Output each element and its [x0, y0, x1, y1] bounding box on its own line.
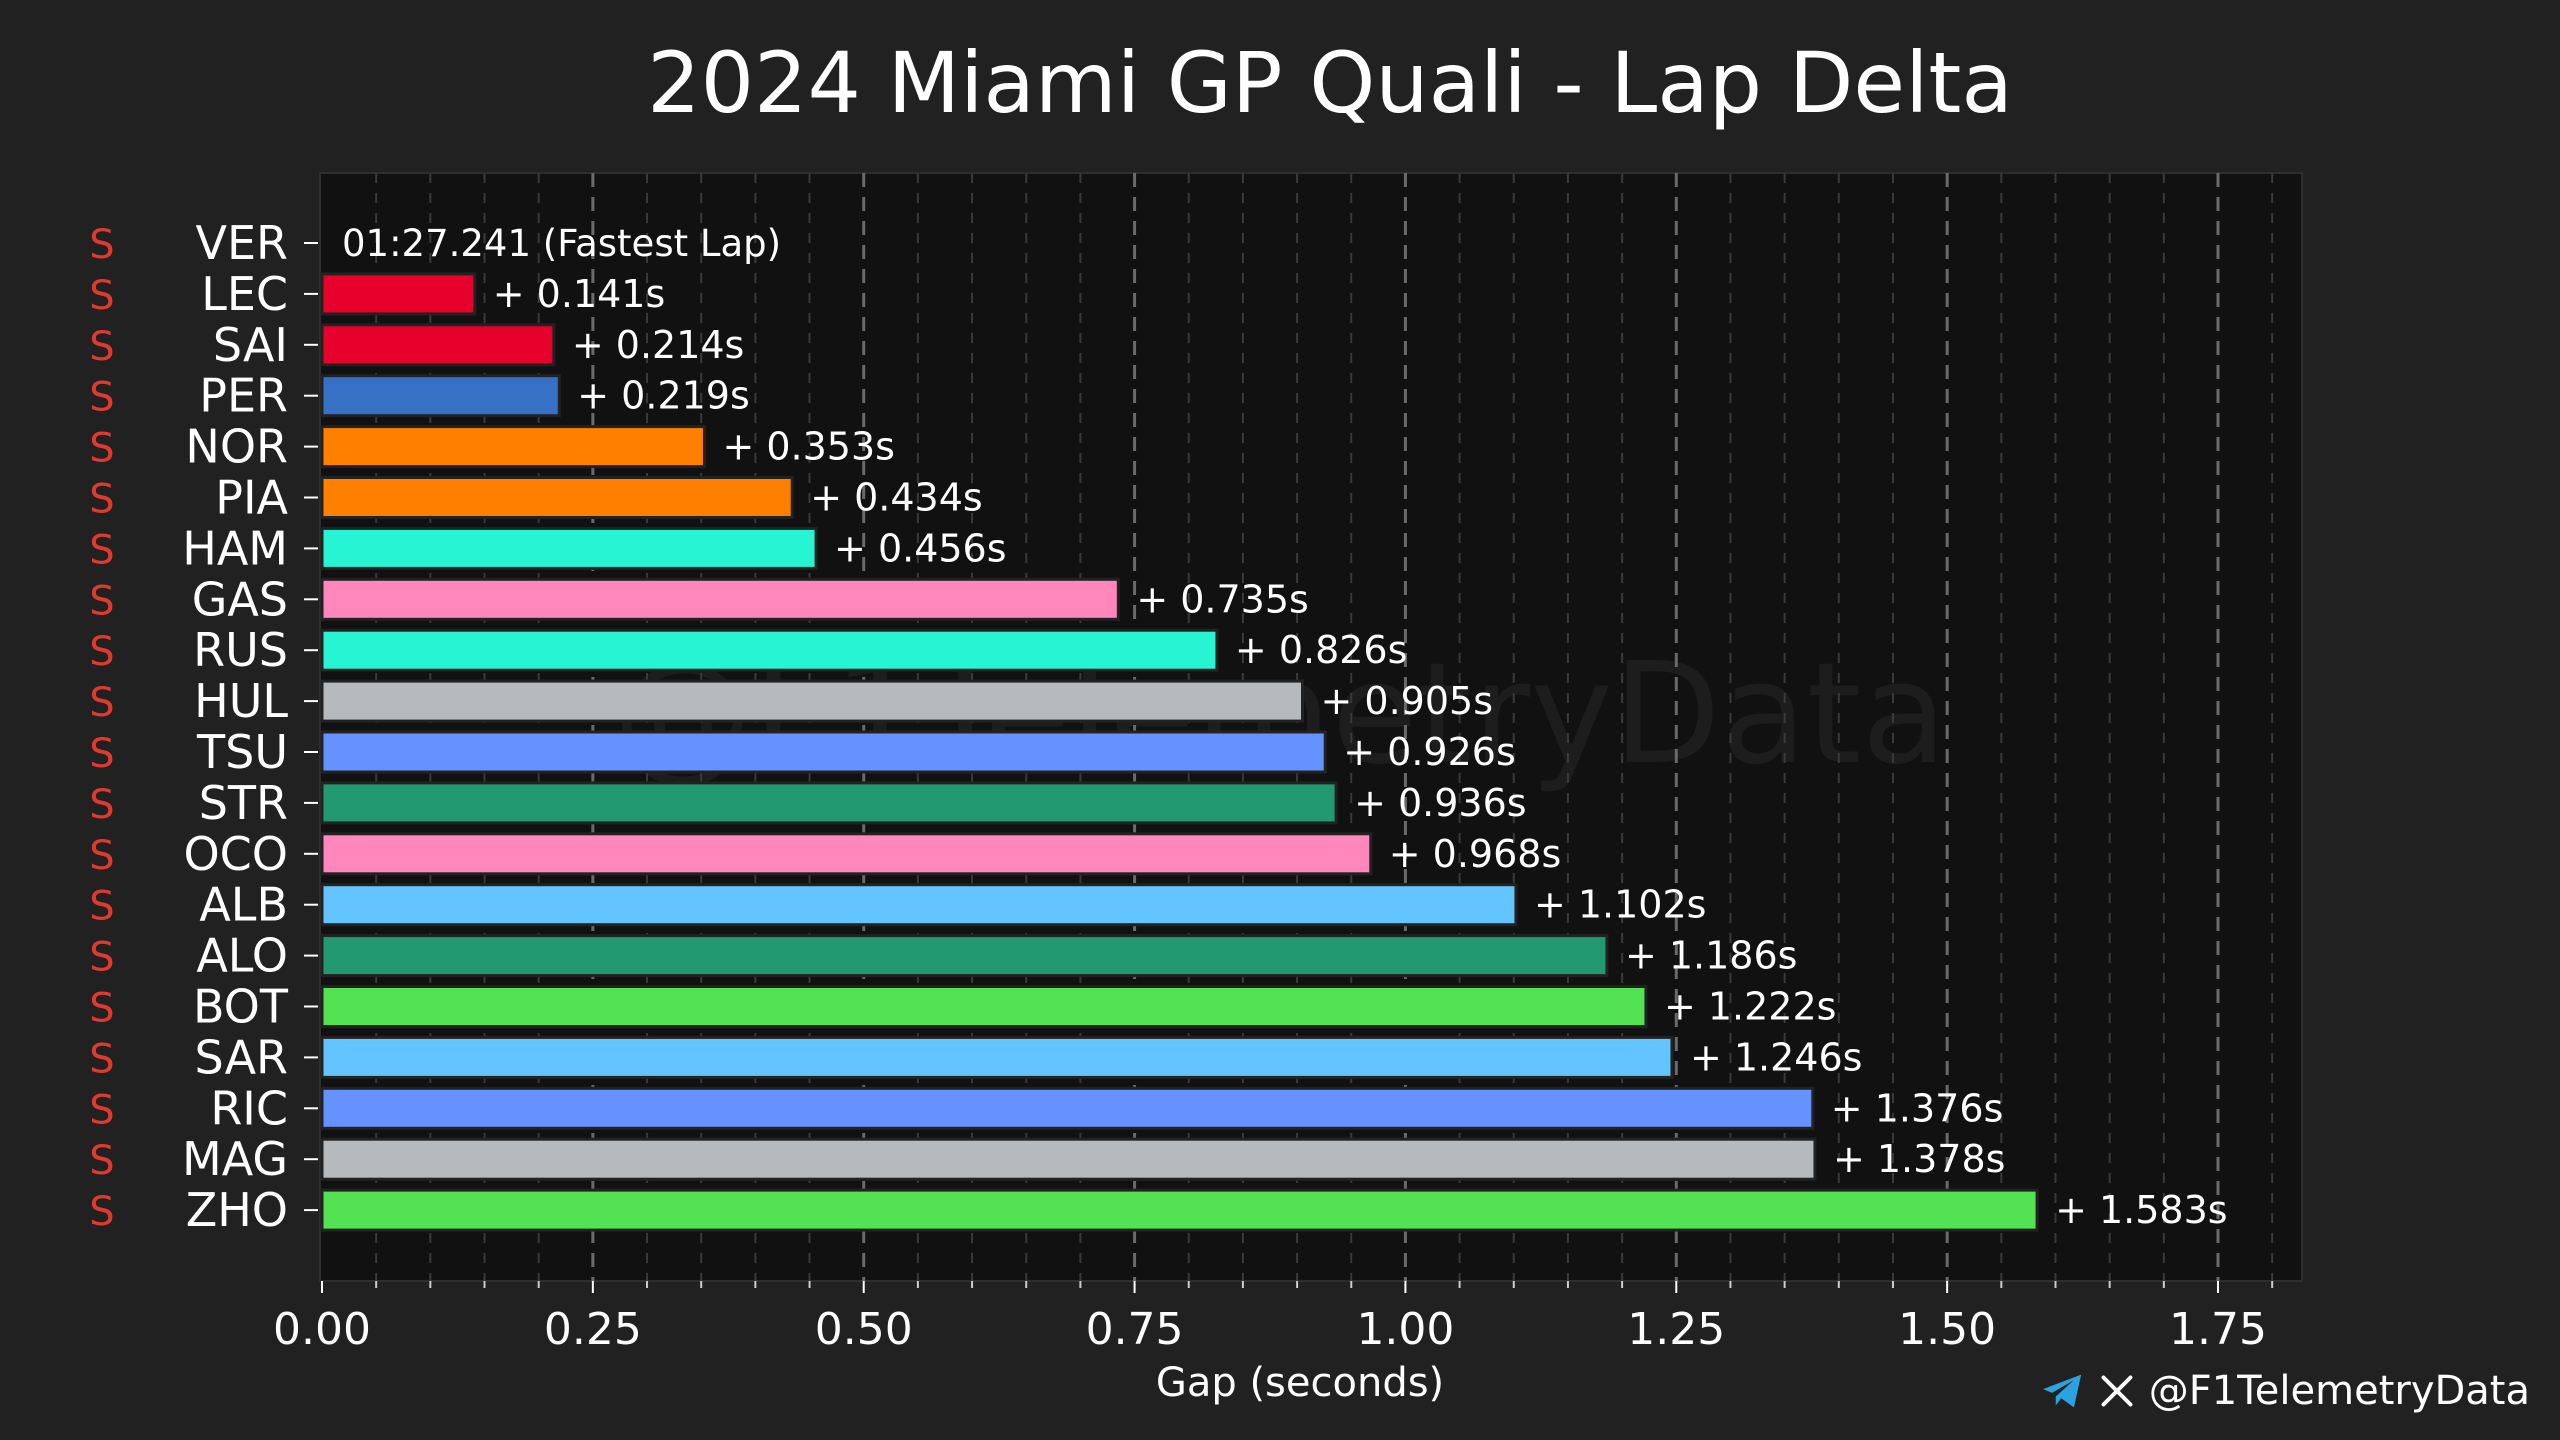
driver-label-hul: HUL: [194, 674, 288, 728]
bar-bot: [320, 985, 1648, 1028]
data-label-per: + 0.219s: [577, 374, 750, 418]
driver-label-zho: ZHO: [186, 1183, 288, 1237]
x-icon[interactable]: [2099, 1373, 2135, 1409]
data-label-hul: + 0.905s: [1321, 679, 1494, 723]
driver-label-mag: MAG: [182, 1132, 288, 1186]
tyre-compound-label: S: [89, 629, 114, 675]
footer-credit: @F1TelemetryData: [2041, 1368, 2530, 1414]
driver-label-sar: SAR: [195, 1030, 288, 1084]
bar-hul: [320, 679, 1305, 723]
telegram-icon[interactable]: [2041, 1371, 2085, 1411]
tyre-compound-label: S: [89, 935, 114, 981]
driver-label-oco: OCO: [183, 827, 288, 881]
bar-pia: [320, 476, 794, 519]
tyre-compound-label: S: [89, 1036, 114, 1082]
data-label-rus: + 0.826s: [1235, 628, 1408, 672]
bar-gas: [320, 577, 1120, 621]
driver-label-rus: RUS: [193, 623, 288, 677]
tyre-compound-label: S: [89, 222, 114, 268]
fastest-lap-label: 01:27.241 (Fastest Lap): [342, 222, 781, 265]
tyre-compound-label: S: [89, 375, 114, 421]
data-label-tsu: + 0.926s: [1343, 730, 1516, 774]
tyre-compound-label: S: [89, 731, 114, 777]
data-label-ham: + 0.456s: [834, 526, 1007, 570]
bar-oco: [320, 832, 1373, 876]
tyre-compound-label: S: [89, 426, 114, 472]
x-tick-label: 1.75: [2169, 1304, 2267, 1355]
x-tick-label: 0.75: [1086, 1304, 1184, 1355]
data-label-nor: + 0.353s: [722, 425, 895, 469]
driver-label-gas: GAS: [192, 572, 288, 626]
chart-title: 2024 Miami GP Quali - Lap Delta: [647, 34, 2013, 132]
tyre-compound-label: S: [89, 680, 114, 726]
data-label-sar: + 1.246s: [1690, 1035, 1863, 1079]
data-label-pia: + 0.434s: [810, 476, 983, 520]
driver-label-bot: BOT: [193, 980, 289, 1034]
driver-label-sai: SAI: [213, 318, 288, 372]
tyre-compound-label: S: [89, 324, 114, 370]
data-label-lec: + 0.141s: [493, 272, 666, 316]
driver-label-alo: ALO: [196, 929, 288, 983]
driver-label-lec: LEC: [201, 267, 288, 321]
data-label-ric: + 1.376s: [1831, 1086, 2004, 1130]
bar-ric: [320, 1086, 1815, 1130]
driver-label-ric: RIC: [210, 1081, 288, 1135]
data-label-alb: + 1.102s: [1534, 883, 1707, 927]
data-label-str: + 0.936s: [1354, 781, 1527, 825]
x-axis-ticks: 0.00 0.25 0.50 0.75 1.00 1.25 1.50 1.75: [273, 1281, 2274, 1355]
bar-nor: [320, 425, 706, 469]
tyre-compound-label: S: [89, 782, 114, 828]
data-label-oco: + 0.968s: [1389, 832, 1562, 876]
driver-label-ver: VER: [196, 216, 289, 270]
bar-per: [320, 374, 561, 418]
driver-label-tsu: TSU: [196, 725, 288, 779]
bar-mag: [320, 1137, 1817, 1181]
x-tick-label: 0.25: [544, 1304, 642, 1355]
tyre-compound-label: S: [89, 578, 114, 624]
x-tick-label: 1.50: [1898, 1304, 1996, 1355]
driver-label-ham: HAM: [182, 521, 288, 575]
driver-label-nor: NOR: [185, 420, 288, 474]
x-axis-label: Gap (seconds): [1156, 1360, 1444, 1406]
bar-zho: [320, 1188, 2039, 1232]
footer-handle: @F1TelemetryData: [2148, 1368, 2530, 1414]
tyre-compound-label: S: [89, 884, 114, 930]
tyre-compound-label: S: [89, 833, 114, 879]
bar-rus: [320, 628, 1219, 672]
bar-sar: [320, 1035, 1674, 1079]
x-tick-label: 1.25: [1627, 1304, 1725, 1355]
driver-label-per: PER: [199, 369, 288, 423]
bar-tsu: [320, 730, 1327, 774]
driver-label-alb: ALB: [199, 878, 288, 932]
bar-ham: [320, 526, 818, 570]
data-label-zho: + 1.583s: [2055, 1188, 2228, 1232]
tyre-compound-label: S: [89, 273, 114, 319]
driver-label-pia: PIA: [215, 471, 288, 525]
data-label-bot: + 1.222s: [1664, 985, 1837, 1029]
tyre-compound-label: S: [89, 1087, 114, 1133]
tyre-compound-label: S: [89, 986, 114, 1032]
bar-str: [320, 781, 1338, 825]
bars: 01:27.241 (Fastest Lap) + 0.141s + 0.214s +…: [320, 222, 2228, 1232]
data-label-gas: + 0.735s: [1136, 577, 1309, 621]
bar-alo: [320, 934, 1609, 978]
tyre-compound-label: S: [89, 527, 114, 573]
driver-label-str: STR: [199, 776, 288, 830]
bar-sai: [320, 323, 556, 367]
x-tick-label: 0.00: [273, 1304, 371, 1355]
data-label-mag: + 1.378s: [1833, 1137, 2006, 1181]
bar-alb: [320, 883, 1518, 927]
tyre-compound-label: S: [89, 477, 114, 523]
data-label-alo: + 1.186s: [1625, 934, 1798, 978]
data-label-sai: + 0.214s: [572, 323, 745, 367]
tyre-compound-label: S: [89, 1189, 114, 1235]
x-tick-label: 0.50: [815, 1304, 913, 1355]
y-axis-labels: VER S LEC S SAI S PER S NOR S PIA S HAM S GAS S RUS S HUL S…: [89, 216, 318, 1237]
tyre-compound-label: S: [89, 1138, 114, 1184]
bar-lec: [320, 272, 477, 316]
x-tick-label: 1.00: [1356, 1304, 1454, 1355]
